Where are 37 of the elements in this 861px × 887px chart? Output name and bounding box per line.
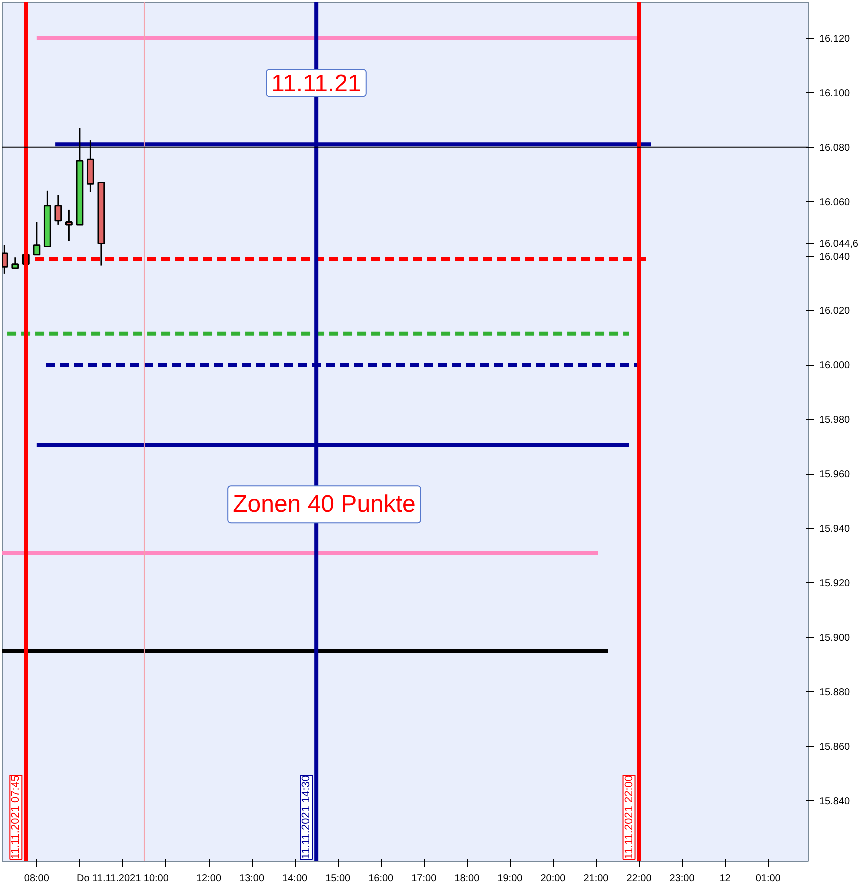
y-tick-label: 15.980 bbox=[820, 415, 851, 426]
y-tick-label: 16.120 bbox=[820, 34, 851, 45]
y-tick-label: 16.060 bbox=[820, 197, 851, 208]
x-tick-label: 15:00 bbox=[326, 874, 352, 884]
x-tick-label: 12 bbox=[720, 874, 732, 884]
x-tick-label: 21:00 bbox=[584, 874, 610, 884]
x-tick-label: Do 11.11.2021 10:00 bbox=[77, 874, 170, 884]
y-tick-label: 15.940 bbox=[820, 524, 851, 536]
y-tick-label: 16.020 bbox=[820, 306, 851, 318]
y-tick-label: 15.840 bbox=[820, 796, 851, 808]
annotation: 11.11.21 bbox=[272, 70, 362, 98]
x-tick-label: 14:00 bbox=[282, 874, 308, 884]
y-tick-label: 16.100 bbox=[820, 88, 851, 100]
x-tick-label: 16:00 bbox=[368, 874, 394, 884]
x-tick-label: 12:00 bbox=[196, 874, 222, 884]
x-tick-label: 17:00 bbox=[412, 874, 438, 884]
y-tick-label: 15.960 bbox=[820, 470, 851, 481]
x-tick-label: 19:00 bbox=[498, 874, 524, 884]
y-tick-label: 15.860 bbox=[820, 742, 851, 753]
x-tick-label: 18:00 bbox=[454, 874, 480, 884]
y-tick-label: 15.920 bbox=[820, 578, 851, 590]
x-tick-label: 20:00 bbox=[540, 874, 566, 884]
ref-line-label: 11.11.2021 07:45 bbox=[10, 775, 22, 860]
y-tick-label: 16.044,6 bbox=[820, 239, 859, 250]
x-tick-label: 08:00 bbox=[24, 874, 50, 884]
y-tick-label: 15.880 bbox=[820, 687, 851, 698]
y-tick-label: 15.900 bbox=[820, 632, 851, 644]
y-tick-label: 16.040 bbox=[820, 252, 851, 263]
y-tick-label: 16.080 bbox=[820, 142, 851, 154]
x-tick-label: 13:00 bbox=[240, 874, 265, 884]
x-tick-label: 22:00 bbox=[626, 874, 652, 884]
x-tick-label: 23:00 bbox=[670, 874, 696, 884]
ref-line-label: 11.11.2021 14:30 bbox=[300, 775, 313, 860]
x-tick-label: 01:00 bbox=[756, 874, 782, 884]
ref-line-label: 11.11.2021 22:00 bbox=[623, 775, 636, 860]
y-tick-label: 16.000 bbox=[820, 360, 851, 372]
annotation: Zonen 40 Punkte bbox=[233, 491, 416, 518]
